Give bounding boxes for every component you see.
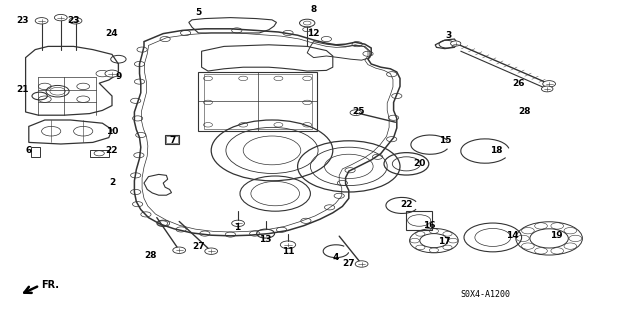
- Text: 11: 11: [282, 247, 294, 256]
- Bar: [90, 150, 109, 157]
- Circle shape: [355, 261, 368, 267]
- Bar: [166, 136, 178, 143]
- Text: 3: 3: [445, 31, 451, 40]
- Text: 6: 6: [26, 146, 32, 155]
- Circle shape: [54, 14, 67, 21]
- Circle shape: [69, 18, 82, 24]
- Text: 2: 2: [109, 178, 115, 187]
- Text: 5: 5: [195, 8, 202, 17]
- Text: 22: 22: [400, 200, 413, 209]
- Text: 18: 18: [490, 146, 502, 155]
- Text: 21: 21: [16, 85, 29, 94]
- Circle shape: [350, 110, 362, 116]
- Bar: [198, 72, 317, 131]
- Text: 23: 23: [67, 16, 80, 25]
- Circle shape: [205, 248, 218, 254]
- Circle shape: [232, 220, 244, 227]
- Circle shape: [541, 86, 553, 92]
- Text: 15: 15: [438, 136, 451, 145]
- Bar: [406, 211, 432, 230]
- Text: 13: 13: [259, 236, 272, 244]
- Circle shape: [451, 41, 461, 46]
- Circle shape: [173, 247, 186, 253]
- Text: 22: 22: [106, 146, 118, 155]
- Text: 27: 27: [342, 260, 355, 268]
- Text: FR.: FR.: [42, 280, 60, 291]
- Text: 10: 10: [106, 127, 118, 136]
- Text: 12: 12: [307, 29, 320, 38]
- Text: 25: 25: [352, 108, 365, 116]
- Text: 8: 8: [310, 5, 317, 14]
- Text: 1: 1: [234, 223, 240, 232]
- Text: 9: 9: [115, 72, 122, 81]
- Text: 24: 24: [106, 29, 118, 38]
- Text: S0X4-A1200: S0X4-A1200: [461, 290, 511, 299]
- Text: 16: 16: [422, 221, 435, 230]
- Text: 17: 17: [438, 237, 451, 246]
- Text: 27: 27: [192, 242, 205, 251]
- Circle shape: [105, 70, 119, 77]
- Circle shape: [35, 18, 48, 24]
- Text: 7: 7: [170, 136, 176, 145]
- Circle shape: [280, 241, 296, 249]
- Text: 26: 26: [512, 79, 525, 88]
- Text: 20: 20: [413, 159, 426, 168]
- Text: 28: 28: [518, 108, 531, 116]
- Bar: [204, 74, 312, 129]
- Circle shape: [303, 21, 311, 25]
- Text: 14: 14: [506, 231, 518, 240]
- Text: 19: 19: [550, 231, 563, 240]
- Circle shape: [300, 19, 315, 27]
- Text: 23: 23: [16, 16, 29, 25]
- Bar: [31, 147, 40, 157]
- Text: 4: 4: [333, 253, 339, 262]
- Circle shape: [543, 81, 556, 87]
- Text: 28: 28: [144, 252, 157, 260]
- Bar: [165, 135, 179, 144]
